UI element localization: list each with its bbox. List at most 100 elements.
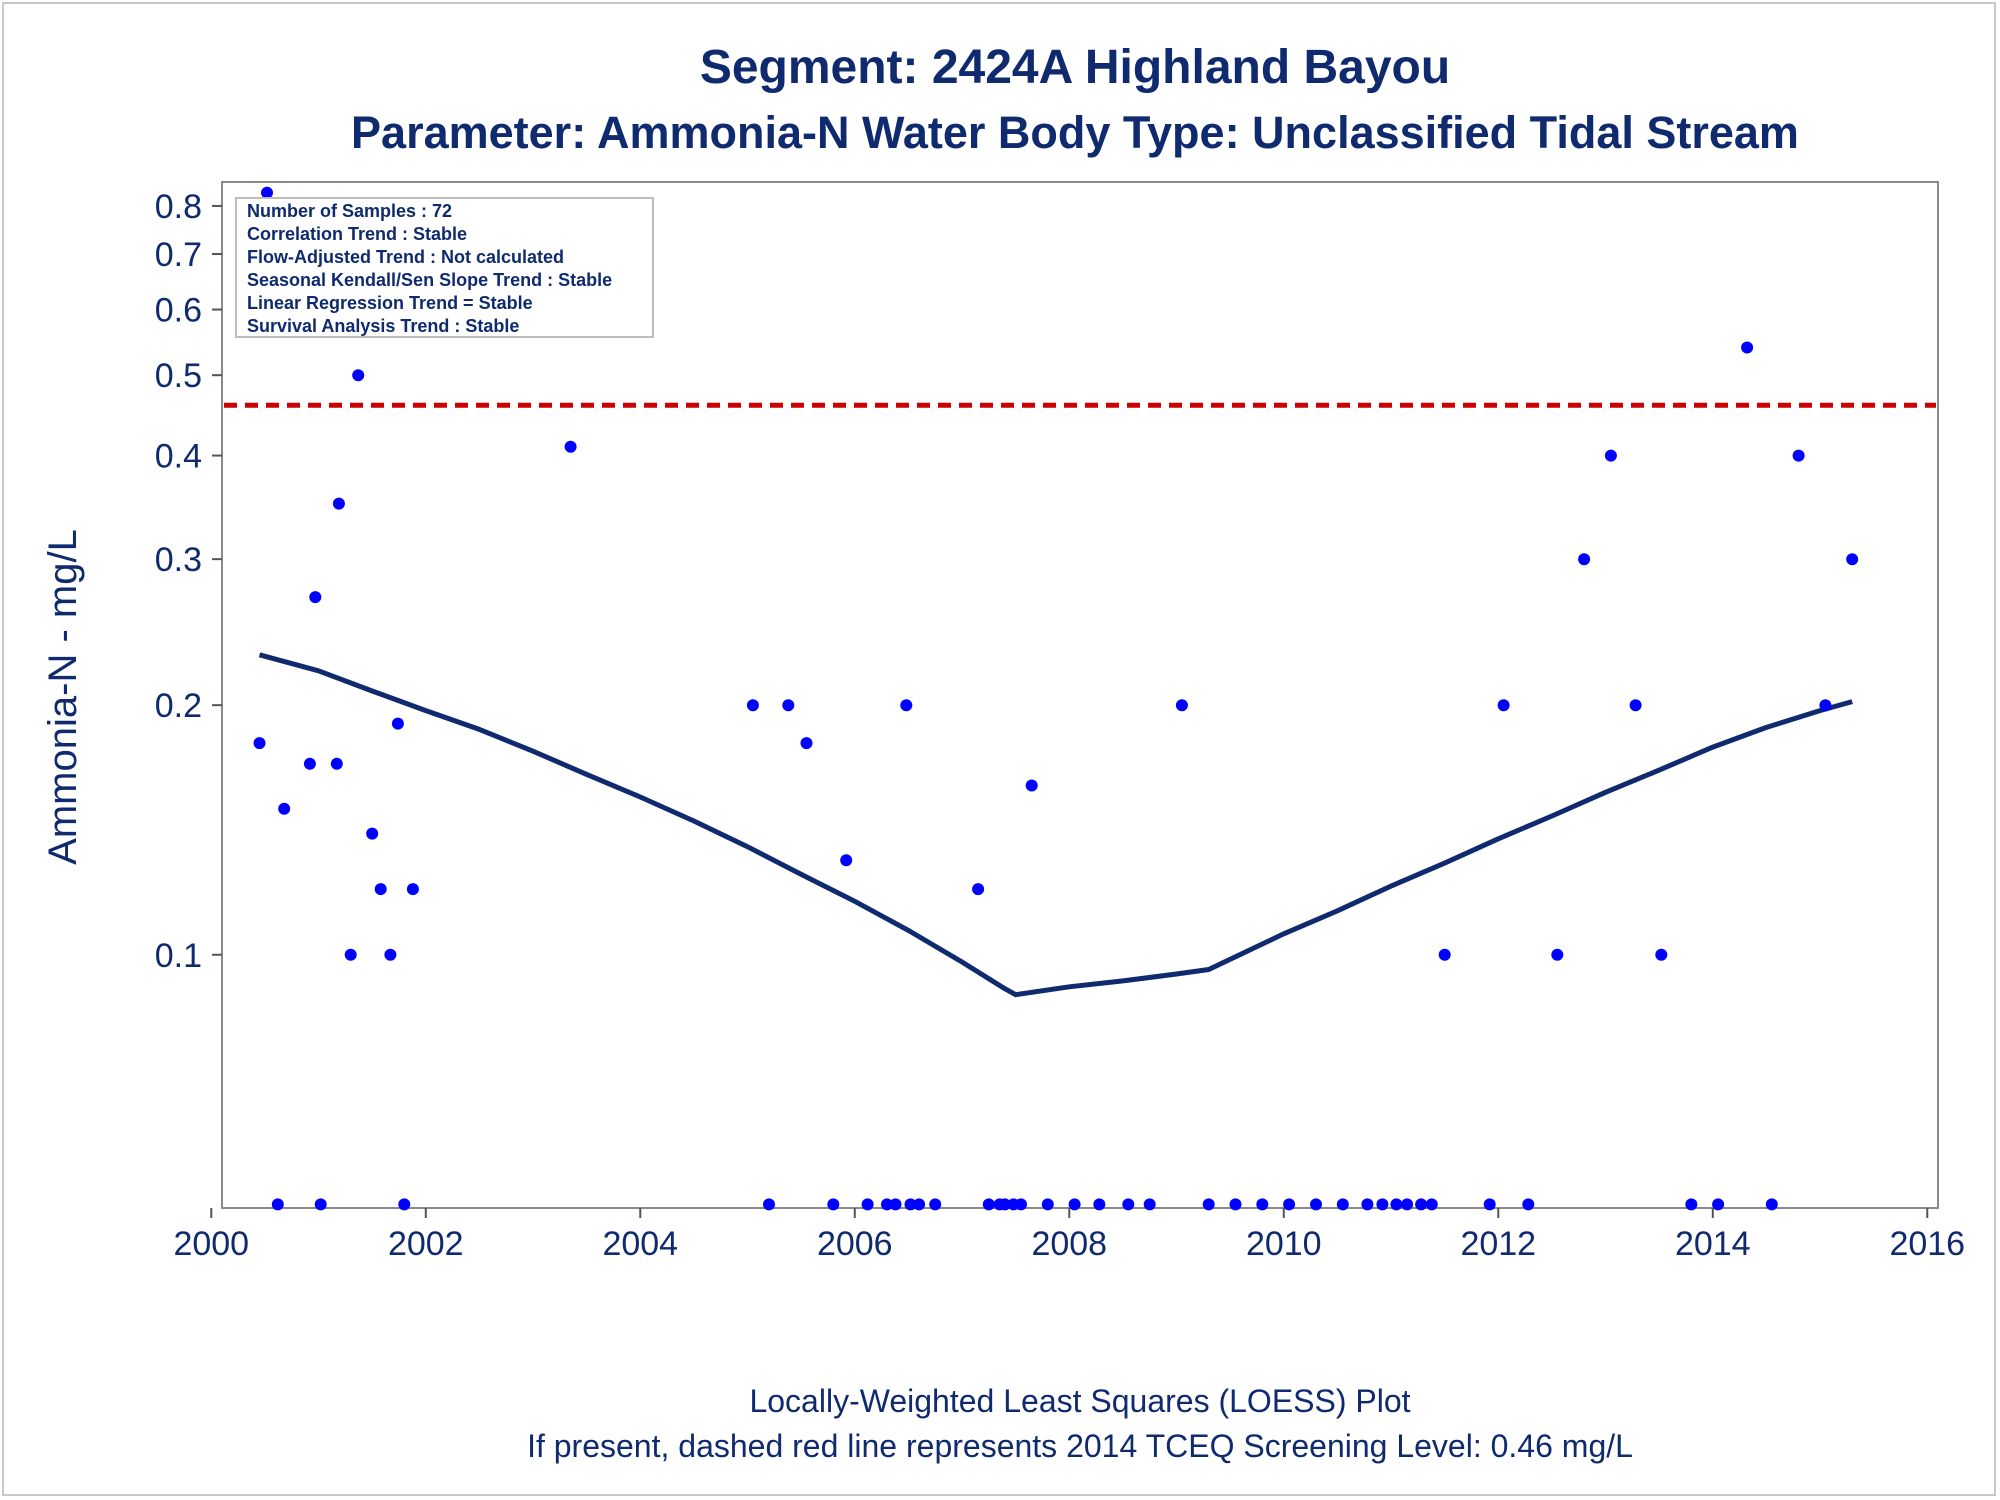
y-tick-label: 0.4 (155, 438, 202, 476)
data-point (1483, 1198, 1496, 1211)
data-point (929, 1198, 942, 1211)
data-point (398, 1198, 411, 1211)
y-tick-label: 0.2 (155, 687, 202, 725)
data-point (1604, 449, 1617, 462)
info-box-line: Flow-Adjusted Trend : Not calculated (247, 247, 564, 267)
y-tick-label: 0.6 (155, 292, 202, 330)
y-axis-label: Ammonia-N - mg/L (41, 529, 85, 865)
data-point (1336, 1198, 1349, 1211)
y-tick-label: 0.8 (155, 188, 202, 226)
data-point (271, 1198, 284, 1211)
data-point (314, 1198, 327, 1211)
footnote-loess: Locally-Weighted Least Squares (LOESS) P… (749, 1383, 1410, 1419)
plot-area: 0.1 0.2 0.3 0.4 0.5 0.6 0.7 0.8 2000 2002 2004 2006… (155, 181, 1965, 1263)
data-point (1015, 1198, 1027, 1211)
data-point (1819, 699, 1832, 712)
data-point (1655, 948, 1668, 961)
x-tick-label: 2010 (1246, 1225, 1322, 1263)
data-point (1310, 1198, 1322, 1211)
data-point (1143, 1198, 1156, 1211)
x-tick-label: 2000 (173, 1225, 249, 1263)
data-point (1551, 948, 1564, 961)
x-tick-label: 2004 (602, 1225, 678, 1263)
data-point (1765, 1198, 1778, 1211)
data-point (1846, 553, 1859, 566)
data-point (972, 883, 985, 896)
data-point (1229, 1198, 1242, 1211)
data-point (1256, 1198, 1269, 1211)
plot-border (221, 181, 1939, 1209)
data-point (1438, 948, 1451, 961)
x-tick-label: 2012 (1460, 1225, 1536, 1263)
data-point (1041, 1198, 1054, 1211)
data-point (827, 1198, 840, 1211)
data-point (278, 802, 291, 815)
info-box-line: Linear Regression Trend = Stable (247, 293, 533, 313)
data-point (1415, 1198, 1428, 1211)
data-point (309, 591, 322, 604)
info-box-line: Number of Samples : 72 (247, 201, 452, 221)
data-point (900, 699, 913, 712)
data-point (982, 1198, 995, 1211)
data-point (1425, 1198, 1438, 1211)
x-tick-label: 2002 (388, 1225, 464, 1263)
data-point (1283, 1198, 1296, 1211)
data-point (391, 717, 404, 730)
data-point (913, 1198, 926, 1211)
data-point (564, 440, 577, 453)
data-point (861, 1198, 874, 1211)
data-point (782, 699, 795, 712)
data-point (763, 1198, 775, 1211)
data-point (1685, 1198, 1698, 1211)
loess-curve (258, 652, 1853, 998)
data-point (344, 948, 357, 961)
data-point (1025, 779, 1038, 792)
y-tick-label: 0.7 (155, 236, 202, 274)
data-point (1741, 341, 1754, 354)
x-tick-label: 2016 (1889, 1225, 1965, 1263)
info-box-line: Survival Analysis Trend : Stable (247, 316, 519, 336)
data-point (1792, 449, 1805, 462)
data-point (1068, 1198, 1081, 1211)
x-tick-label: 2006 (817, 1225, 893, 1263)
x-tick-label: 2008 (1031, 1225, 1107, 1263)
data-point (998, 1198, 1011, 1211)
data-point (384, 948, 397, 961)
data-point (1522, 1198, 1535, 1211)
data-point (1376, 1198, 1389, 1211)
chart-subtitle: Parameter: Ammonia-N Water Body Type: Un… (351, 107, 1799, 158)
data-point (1122, 1198, 1135, 1211)
data-point (889, 1198, 902, 1211)
x-tick-label: 2014 (1675, 1225, 1751, 1263)
data-point (1093, 1198, 1106, 1211)
y-tick-label: 0.5 (155, 357, 202, 395)
data-point (1361, 1198, 1374, 1211)
data-point (1497, 699, 1510, 712)
data-point (840, 854, 853, 867)
data-point (366, 827, 379, 840)
data-point (406, 883, 419, 896)
data-point (881, 1198, 893, 1211)
data-point (1578, 553, 1591, 566)
data-point (352, 369, 365, 382)
data-point (1712, 1198, 1725, 1211)
data-point (1629, 699, 1642, 712)
info-box-line: Correlation Trend : Stable (247, 224, 467, 244)
data-point (1390, 1198, 1403, 1211)
info-box (235, 197, 654, 338)
data-point (746, 699, 759, 712)
data-point (1401, 1198, 1414, 1211)
footnote-screening: If present, dashed red line represents 2… (527, 1428, 1633, 1464)
data-point (261, 186, 273, 199)
y-tick-label: 0.1 (155, 937, 202, 975)
data-point (303, 757, 316, 770)
info-box-line: Seasonal Kendall/Sen Slope Trend : Stabl… (247, 270, 612, 290)
data-point (332, 497, 345, 510)
data-point (904, 1198, 917, 1211)
data-point (800, 737, 813, 750)
chart-title: Segment: 2424A Highland Bayou (700, 41, 1450, 94)
y-tick-label: 0.3 (155, 541, 202, 579)
data-point (374, 883, 387, 896)
